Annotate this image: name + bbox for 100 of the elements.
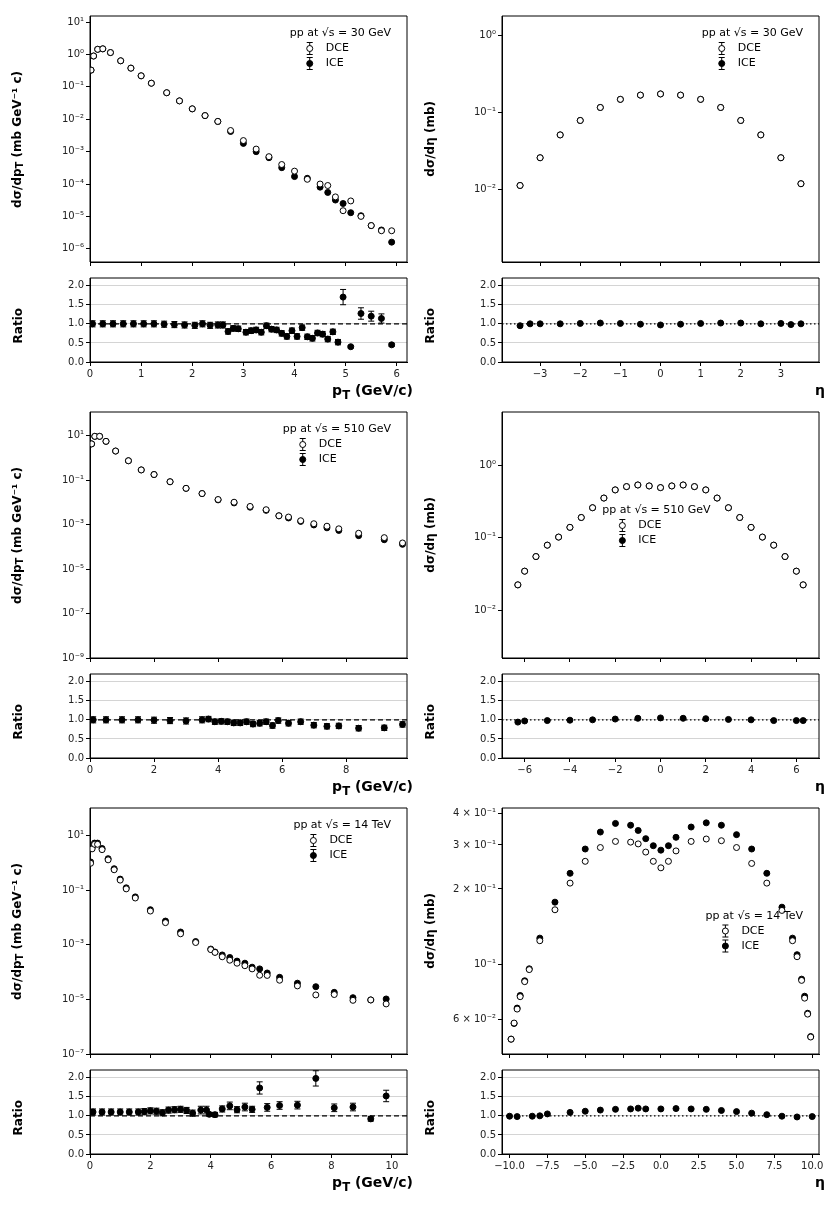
y-tick-label: 1.0 [68,317,84,329]
x-tick-label: 0 [86,1159,94,1171]
y-tick-label: 2.0 [480,1071,496,1083]
legend-label: ICE [737,56,756,70]
y-tick-label: 10¹ [67,429,84,441]
x-axis-title: p$_{T}$ (GeV/c) [331,778,414,798]
y-tick-label: 0.5 [480,732,496,744]
y-axis-title: Ratio [423,1100,437,1136]
y-tick-label: 10⁻¹ [61,80,84,92]
y-tick-label: 10⁻² [473,182,496,194]
legend-label: DCE [638,518,662,532]
y-tick-label: 2.0 [68,279,84,291]
y-tick-label: 3 × 10⁻¹ [452,838,496,850]
y-axis-title: Ratio [11,704,25,740]
x-tick-label: 3 [777,367,785,379]
x-tick-label: 4 [747,763,755,775]
y-tick-label: 10⁻⁷ [61,607,84,619]
x-tick-label: −2 [607,763,623,775]
y-tick-label: 1.0 [480,317,496,329]
y-tick-label: 10⁻² [61,112,84,124]
y-tick-label: 2.0 [68,675,84,687]
x-axis-title: η [814,382,826,400]
legend-label: ICE [638,533,657,547]
x-axis-title: p$_{T}$ (GeV/c) [331,1174,414,1194]
y-tick-label: 2.0 [480,675,496,687]
y-axis-title: Ratio [423,704,437,740]
legend-label: DCE [737,41,761,55]
y-tick-label: 6 × 10⁻² [452,1012,496,1024]
legend-label: ICE [329,848,348,862]
x-tick-label: 10.0 [801,1159,824,1171]
y-tick-label: 1.0 [480,1109,496,1121]
x-tick-label: 3 [240,367,247,379]
y-tick-label: 10⁰ [67,48,84,60]
x-tick-label: 8 [328,1159,335,1171]
y-tick-label: 10⁰ [479,458,496,470]
y-axis-title: dσ/dη (mb) [423,893,437,969]
y-tick-label: 1.5 [68,694,84,706]
y-tick-label: 10⁻¹ [473,957,496,969]
x-axis-title: η [814,778,826,796]
y-tick-label: 1.0 [480,713,496,725]
x-tick-label: −10.0 [494,1159,525,1171]
x-tick-label: 2 [150,763,158,775]
x-tick-label: 0 [86,367,94,379]
x-tick-label: 2 [189,367,196,379]
x-axis-title: η [814,1174,826,1192]
x-tick-label: 0 [657,763,664,775]
y-tick-label: 10⁻⁹ [61,651,84,663]
y-tick-label: 10⁻¹ [61,473,84,485]
x-tick-label: 4 [291,367,298,379]
y-axis-title: Ratio [11,308,25,344]
y-tick-label: 0.0 [68,1147,84,1159]
y-tick-label: 10⁻⁴ [61,177,84,189]
y-tick-label: 10¹ [67,828,84,840]
x-tick-label: 0 [86,763,94,775]
legend-label: DCE [741,923,765,937]
legend-label: DCE [325,41,349,55]
y-tick-label: 10⁻⁵ [61,562,84,574]
y-tick-label: 0.0 [68,355,84,367]
y-tick-label: 0.0 [480,1147,496,1159]
legend-title: pp at √s = 510 GeV [282,422,392,436]
legend-label: DCE [329,833,353,847]
x-tick-label: 2 [702,763,709,775]
y-tick-label: 10⁻¹ [473,106,496,118]
x-tick-label: 2 [737,367,744,379]
x-tick-label: −2 [572,367,588,379]
legend-title: pp at √s = 14 TeV [705,908,804,922]
y-tick-label: 10¹ [67,15,84,27]
y-tick-label: 10⁻³ [61,938,84,950]
x-tick-label: 1 [697,367,704,379]
x-tick-label: 8 [342,763,350,775]
y-tick-label: 0.0 [68,751,84,763]
y-tick-label: 10⁻⁵ [61,209,84,221]
y-tick-label: 0.5 [480,336,496,348]
y-tick-label: 0.0 [480,751,496,763]
x-tick-label: 4 [214,763,222,775]
y-tick-label: 0.5 [68,1128,84,1140]
y-axis-title: Ratio [11,1100,25,1136]
y-tick-label: 1.0 [68,1109,84,1121]
y-tick-label: 4 × 10⁻¹ [452,807,496,819]
x-tick-label: 1 [137,367,145,379]
x-tick-label: 4 [207,1159,214,1171]
x-tick-label: −4 [562,763,578,775]
y-axis-title: dσ/dη (mb) [423,101,437,177]
x-tick-label: 0.0 [652,1159,669,1171]
y-tick-label: 0.0 [480,355,496,367]
y-tick-label: 1.5 [480,1090,496,1102]
x-tick-label: −7.5 [535,1159,560,1171]
y-tick-label: 2 × 10⁻¹ [452,882,496,894]
x-tick-label: −1 [613,367,628,379]
legend-title: pp at √s = 14 TeV [293,818,392,832]
legend-label: ICE [741,938,760,952]
y-tick-label: 10⁻⁷ [61,1047,84,1059]
y-tick-label: 1.5 [480,694,496,706]
y-axis-title: Ratio [423,308,437,344]
x-tick-label: −2.5 [610,1159,636,1171]
x-tick-label: 6 [278,763,286,775]
x-tick-label: 7.5 [766,1159,783,1171]
y-tick-label: 1.5 [480,298,496,310]
legend-label: ICE [318,452,337,466]
y-tick-label: 0.5 [480,1128,496,1140]
